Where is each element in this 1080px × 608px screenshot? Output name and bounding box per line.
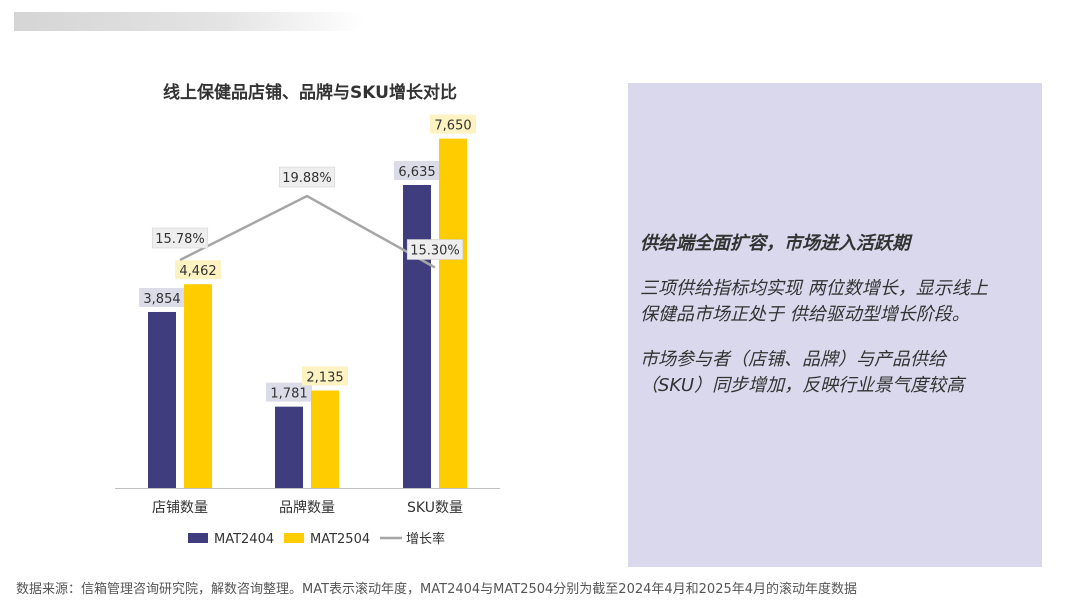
chart-title: 线上保健品店铺、品牌与SKU增长对比 [163, 83, 457, 103]
bar-label-bg-MAT2504-1 [302, 366, 348, 386]
bar-MAT2404-2 [403, 184, 431, 488]
insight-panel: 供给端全面扩容，市场进入活跃期 三项供给指标均实现 两位数增长，显示线上 保健品… [628, 83, 1042, 567]
bar-label-bg-MAT2404-1 [266, 382, 312, 402]
legend-label: MAT2504 [310, 532, 370, 547]
growth-label-bg-2 [406, 239, 464, 260]
bar-label-bg-MAT2404-2 [394, 160, 440, 180]
bar-value-label: 2,135 [306, 370, 343, 385]
growth-rate-line [179, 194, 436, 269]
legend-label: MAT2404 [214, 532, 274, 547]
growth-label-bg-0 [151, 227, 209, 249]
bar-label-bg-MAT2504-2 [430, 114, 476, 134]
bar-line-chart: 3,854 1,781 6,635 4,462 2,135 7,650 15.78% 19.8… [115, 114, 500, 547]
bar-MAT2504-2 [439, 138, 467, 488]
category-tick-label: 品牌数量 [279, 499, 335, 516]
bar-value-label: 6,635 [398, 165, 435, 180]
bar-MAT2404-0 [148, 311, 176, 488]
growth-label-bg-1 [278, 166, 336, 188]
growth-rate-label: 15.30% [410, 243, 460, 258]
panel-paragraph-participants: 市场参与者（店铺、品牌）与产品供给 （SKU）同步增加，反映行业景气度较高 [640, 349, 965, 396]
bar-value-label: 7,650 [434, 119, 471, 134]
legend-swatch-MAT2404 [188, 533, 208, 543]
category-tick-label: 店铺数量 [152, 500, 208, 516]
growth-rate-label: 19.88% [282, 171, 332, 186]
bar-value-label: 4,462 [179, 264, 216, 279]
panel-paragraph-growth: 三项供给指标均实现 两位数增长，显示线上 保健品市场正处于 供给驱动型增长阶段。 [640, 278, 988, 325]
bar-label-bg-MAT2404-0 [139, 287, 185, 307]
legend-swatch-MAT2504 [284, 533, 304, 543]
legend-label: 增长率 [406, 531, 445, 547]
bar-MAT2504-0 [184, 284, 212, 488]
bar-label-bg-MAT2504-0 [175, 260, 221, 280]
bar-MAT2504-1 [311, 390, 339, 488]
bar-value-label: 1,781 [270, 387, 307, 402]
panel-heading: 供给端全面扩容，市场进入活跃期 [640, 233, 910, 254]
bar-MAT2404-1 [275, 406, 303, 488]
bar-value-label: 3,854 [143, 292, 180, 307]
category-tick-label: SKU数量 [407, 500, 463, 516]
header-decoration-strip [14, 12, 364, 31]
source-footnote: 数据来源：信箱管理咨询研究院，解数咨询整理。MAT表示滚动年度，MAT2404与… [16, 582, 858, 597]
growth-rate-label: 15.78% [155, 232, 205, 247]
